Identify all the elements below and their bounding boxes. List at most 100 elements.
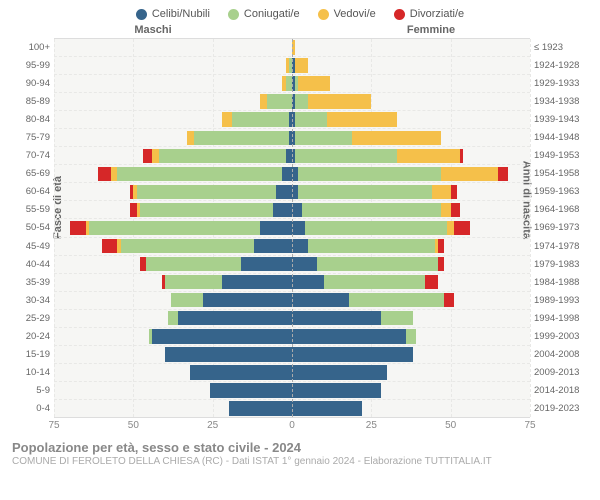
male-bar — [54, 129, 292, 146]
seg-c — [190, 365, 292, 379]
seg-c — [292, 401, 362, 415]
seg-v — [432, 185, 451, 199]
female-bar — [292, 111, 530, 128]
legend-item: Divorziati/e — [394, 8, 464, 20]
x-tick: 75 — [48, 420, 59, 431]
seg-d — [438, 257, 444, 271]
y-axis-years: ≤ 19231924-19281929-19331934-19381939-19… — [530, 38, 588, 418]
seg-v — [222, 112, 232, 126]
female-bar — [292, 274, 530, 291]
female-bar — [292, 93, 530, 110]
female-bar — [292, 219, 530, 236]
seg-co — [381, 311, 413, 325]
age-label: 0-4 — [12, 400, 50, 418]
year-label: 1989-1993 — [534, 291, 588, 309]
age-label: 90-94 — [12, 74, 50, 92]
seg-co — [171, 293, 203, 307]
year-label: 1944-1948 — [534, 128, 588, 146]
year-label: 1979-1983 — [534, 255, 588, 273]
male-bar — [54, 165, 292, 182]
seg-c — [241, 257, 292, 271]
seg-co — [295, 94, 308, 108]
age-label: 65-69 — [12, 165, 50, 183]
male-bar — [54, 274, 292, 291]
male-bar — [54, 201, 292, 218]
female-bar — [292, 346, 530, 363]
legend-swatch — [136, 9, 147, 20]
x-tick: 25 — [366, 420, 377, 431]
seg-co — [295, 149, 397, 163]
x-axis: 7550250255075 — [12, 420, 588, 434]
female-bar — [292, 364, 530, 381]
female-bar — [292, 238, 530, 255]
legend-item: Vedovi/e — [318, 8, 376, 20]
year-label: 2014-2018 — [534, 382, 588, 400]
seg-co — [349, 293, 444, 307]
seg-c — [292, 203, 302, 217]
seg-co — [165, 275, 222, 289]
seg-d — [454, 221, 470, 235]
seg-co — [295, 112, 327, 126]
year-label: 1994-1998 — [534, 309, 588, 327]
seg-c — [292, 221, 305, 235]
seg-co — [168, 311, 178, 325]
legend-label: Celibi/Nubili — [152, 8, 210, 20]
year-label: 1934-1938 — [534, 92, 588, 110]
year-label: 1924-1928 — [534, 56, 588, 74]
year-label: 1984-1988 — [534, 273, 588, 291]
year-label: 1964-1968 — [534, 201, 588, 219]
female-bar — [292, 292, 530, 309]
seg-co — [89, 221, 260, 235]
x-tick: 0 — [289, 420, 295, 431]
age-label: 5-9 — [12, 382, 50, 400]
female-bar — [292, 183, 530, 200]
x-tick: 50 — [445, 420, 456, 431]
seg-v — [327, 112, 397, 126]
male-bar — [54, 93, 292, 110]
age-label: 60-64 — [12, 183, 50, 201]
male-bar — [54, 183, 292, 200]
seg-co — [140, 203, 273, 217]
x-tick: 50 — [128, 420, 139, 431]
chart-container: Celibi/NubiliConiugati/eVedovi/eDivorzia… — [0, 0, 600, 500]
age-label: 70-74 — [12, 147, 50, 165]
seg-co — [302, 203, 442, 217]
year-label: 2019-2023 — [534, 400, 588, 418]
header-female: Femmine — [292, 24, 530, 36]
seg-c — [203, 293, 292, 307]
legend-label: Divorziati/e — [410, 8, 464, 20]
footer: Popolazione per età, sesso e stato civil… — [12, 440, 588, 467]
legend-swatch — [228, 9, 239, 20]
age-label: 100+ — [12, 38, 50, 56]
x-tick: 25 — [207, 420, 218, 431]
seg-c — [276, 185, 292, 199]
seg-d — [70, 221, 86, 235]
female-bar — [292, 382, 530, 399]
year-label: 1954-1958 — [534, 165, 588, 183]
female-bar — [292, 328, 530, 345]
seg-d — [498, 167, 508, 181]
male-bar — [54, 39, 292, 56]
year-label: 1949-1953 — [534, 147, 588, 165]
seg-co — [267, 94, 292, 108]
male-bar — [54, 147, 292, 164]
seg-d — [102, 239, 118, 253]
seg-c — [292, 383, 381, 397]
age-label: 55-59 — [12, 201, 50, 219]
chart-area: 100+95-9990-9485-8980-8475-7970-7465-696… — [12, 38, 588, 418]
seg-co — [117, 167, 282, 181]
seg-c — [210, 383, 293, 397]
year-label: 1974-1978 — [534, 237, 588, 255]
y-axis-age: 100+95-9990-9485-8980-8475-7970-7465-696… — [12, 38, 54, 418]
male-bar — [54, 292, 292, 309]
female-bar — [292, 57, 530, 74]
male-bar — [54, 328, 292, 345]
seg-d — [451, 203, 461, 217]
male-bar — [54, 238, 292, 255]
year-label: 1939-1943 — [534, 110, 588, 128]
legend-item: Celibi/Nubili — [136, 8, 210, 20]
legend-swatch — [394, 9, 405, 20]
seg-co — [298, 185, 431, 199]
year-label: 1969-1973 — [534, 219, 588, 237]
seg-c — [292, 329, 406, 343]
